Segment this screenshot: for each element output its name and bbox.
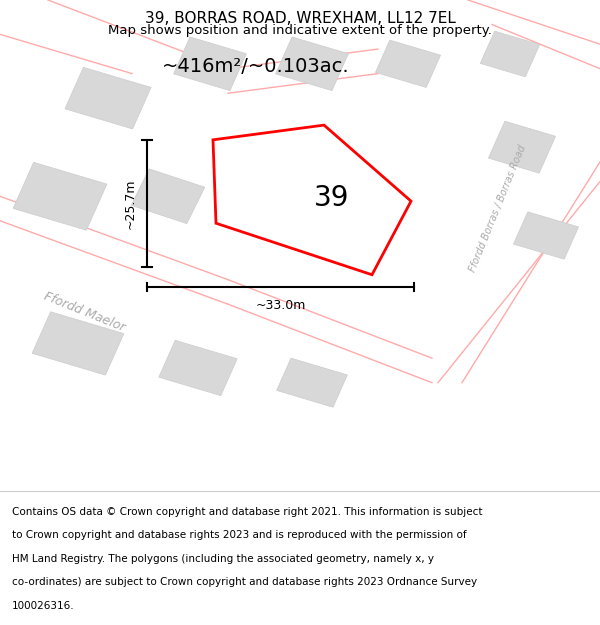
Text: Contains OS data © Crown copyright and database right 2021. This information is : Contains OS data © Crown copyright and d… [12,507,482,517]
Polygon shape [32,312,124,375]
Text: to Crown copyright and database rights 2023 and is reproduced with the permissio: to Crown copyright and database rights 2… [12,530,467,540]
Polygon shape [65,68,151,129]
Polygon shape [277,358,347,408]
Text: ~33.0m: ~33.0m [256,299,305,312]
Polygon shape [275,37,349,91]
Text: HM Land Registry. The polygons (including the associated geometry, namely x, y: HM Land Registry. The polygons (includin… [12,554,434,564]
Polygon shape [480,31,540,77]
Polygon shape [13,162,107,230]
Polygon shape [514,212,578,259]
Polygon shape [159,340,237,396]
Polygon shape [376,40,440,88]
Text: 100026316.: 100026316. [12,601,74,611]
Polygon shape [488,121,556,173]
Text: 39: 39 [313,184,349,212]
Text: 39, BORRAS ROAD, WREXHAM, LL12 7EL: 39, BORRAS ROAD, WREXHAM, LL12 7EL [145,11,455,26]
Text: co-ordinates) are subject to Crown copyright and database rights 2023 Ordnance S: co-ordinates) are subject to Crown copyr… [12,578,477,587]
Text: Ffordd Borras / Borras Road: Ffordd Borras / Borras Road [468,144,528,273]
Text: ~416m²/~0.103ac.: ~416m²/~0.103ac. [162,57,350,76]
Text: Ffordd Maelor: Ffordd Maelor [42,289,127,334]
Polygon shape [213,125,411,275]
Polygon shape [173,37,247,91]
Polygon shape [233,161,319,222]
Text: ~25.7m: ~25.7m [124,178,137,229]
Text: Map shows position and indicative extent of the property.: Map shows position and indicative extent… [108,24,492,36]
Polygon shape [131,169,205,224]
